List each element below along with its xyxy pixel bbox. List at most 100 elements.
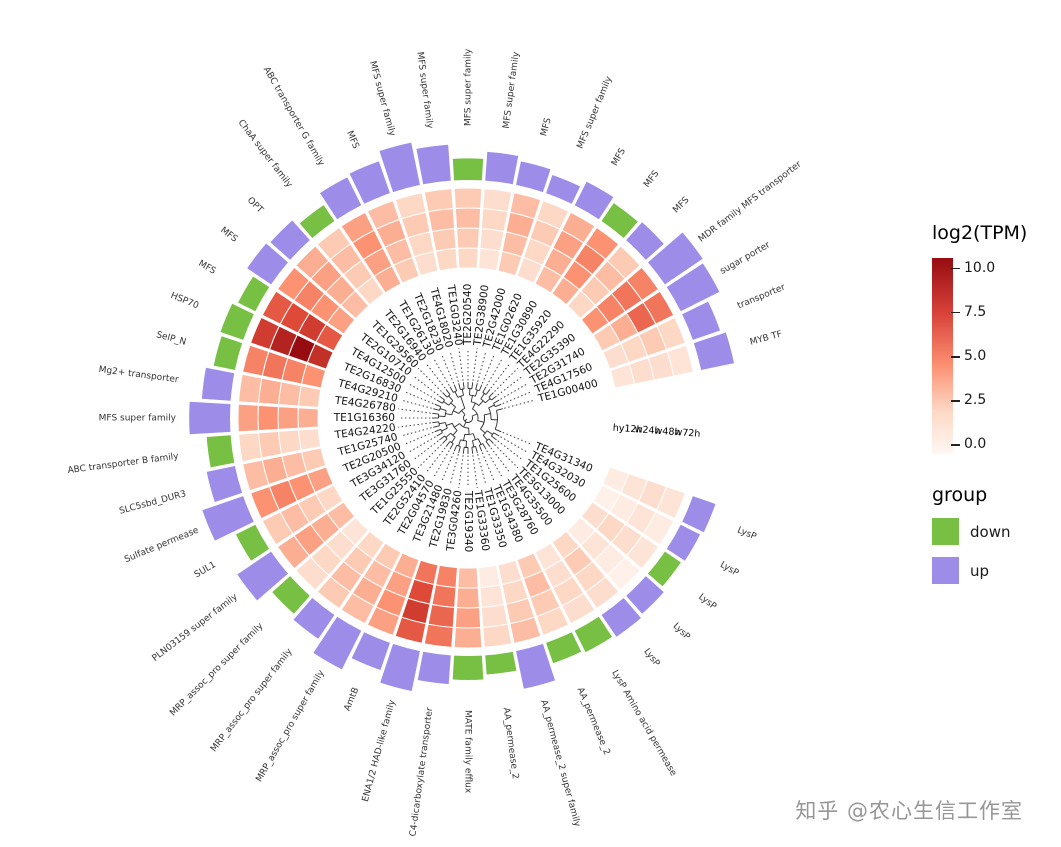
watermark: 知乎 @农心生信工作室 — [795, 799, 1023, 823]
heatmap-cell — [366, 606, 401, 637]
group-bar — [247, 243, 288, 285]
gene-label: TE1G16360 — [333, 412, 395, 424]
group-bar — [189, 401, 231, 435]
heatmap-cell — [249, 316, 280, 351]
heatmap-cell — [277, 429, 302, 455]
heatmap-cell — [423, 188, 454, 213]
tree-branch — [485, 389, 491, 395]
heatmap-cell — [242, 344, 270, 377]
tree-branch — [458, 439, 462, 447]
tree-branch — [496, 408, 503, 411]
group-bar — [416, 144, 451, 185]
leader-line — [417, 444, 442, 469]
heatmap-cell — [456, 227, 480, 249]
leader-line — [472, 455, 478, 488]
family-label: MYB TF — [749, 330, 783, 348]
leader-line — [399, 427, 432, 437]
scale-tick: 7.5 — [950, 303, 987, 320]
leader-line — [458, 455, 464, 488]
family-label: SUL1 — [193, 560, 218, 580]
family-label: ABC transporter B family — [67, 452, 180, 477]
leader-line — [504, 399, 537, 409]
family-label: Sulfate permease — [123, 525, 201, 565]
heatmap-cell — [340, 592, 375, 625]
tree-branch — [443, 401, 450, 406]
leader-line — [502, 390, 534, 405]
family-label: LysP — [696, 592, 718, 612]
tree-branch — [444, 422, 448, 429]
tree-branch — [458, 383, 461, 390]
group-bar — [235, 524, 270, 561]
group-bar — [648, 551, 681, 587]
tree-branch — [475, 446, 478, 453]
heatmap-cell — [238, 373, 263, 404]
legend-item-down: down — [932, 518, 1057, 545]
heatmap-cell — [261, 290, 294, 325]
family-label: ENA1/2 HAD-like family — [361, 698, 398, 803]
family-label: SelP_N — [155, 330, 187, 348]
family-label: MFS super family — [464, 48, 474, 126]
heatmap-cell — [642, 290, 675, 325]
family-label: sugar porter — [719, 240, 773, 277]
tree-branch — [485, 441, 491, 447]
group-bar — [349, 161, 390, 204]
heatmap-cell — [427, 603, 456, 629]
heatmap-cell — [316, 575, 352, 610]
tree-branch — [461, 410, 466, 415]
tree-branch — [471, 382, 474, 389]
heatmap-cell — [457, 567, 479, 589]
tree-branch — [439, 435, 445, 441]
family-label: MFS super family — [576, 74, 615, 150]
family-label: MFS — [196, 259, 217, 277]
heatmap-cell — [535, 606, 570, 637]
tree-branch — [472, 440, 475, 448]
tree-branch — [472, 433, 476, 440]
group-bar — [380, 643, 420, 692]
tree-branch — [471, 446, 476, 448]
tree-branch — [433, 425, 440, 428]
sample-label: w24h — [634, 424, 661, 437]
heatmap-cell — [276, 266, 311, 302]
leader-line — [406, 382, 436, 400]
heatmap-cell — [297, 407, 319, 429]
tree-branch — [482, 430, 488, 436]
tree-branch — [438, 422, 446, 425]
leader-line — [472, 348, 478, 381]
tree-branch — [482, 434, 488, 441]
group-bar — [452, 655, 484, 680]
group-legend-title: group — [932, 484, 988, 506]
leader-line — [494, 444, 519, 469]
up-swatch — [932, 557, 959, 584]
tree-branch — [491, 435, 497, 441]
heatmap-cell — [295, 245, 330, 280]
tree-branch — [461, 388, 464, 396]
tree-branch — [454, 423, 460, 428]
heatmap-cell — [478, 564, 501, 589]
leader-line — [411, 440, 439, 462]
leader-line — [424, 361, 446, 389]
tree-branch — [482, 386, 487, 393]
leader-line — [432, 450, 450, 480]
legend: log2(TPM) 10.0 7.5 5.0 2.5 0.0 group dow… — [932, 222, 1057, 584]
family-label: transporter — [736, 283, 787, 312]
tree-branch — [450, 432, 456, 438]
tree-branch — [434, 403, 441, 408]
tree-branch — [457, 394, 464, 398]
heatmap-cell — [482, 188, 513, 213]
heatmap-cell — [454, 607, 482, 629]
heatmap-cell — [423, 623, 454, 648]
group-bar — [546, 632, 582, 664]
leader-line — [411, 374, 439, 396]
group-bar — [601, 598, 641, 637]
tree-branch — [452, 430, 458, 436]
heatmap-cell — [237, 403, 259, 433]
tree-branch — [484, 413, 491, 416]
family-label: Mg2+ transporter — [98, 365, 179, 385]
leader-line — [490, 361, 512, 389]
tree-branch — [488, 392, 494, 398]
group-bar — [293, 598, 335, 639]
family-label: MFS — [610, 147, 628, 168]
heatmap-cell — [297, 385, 322, 408]
group-bar — [682, 496, 716, 533]
